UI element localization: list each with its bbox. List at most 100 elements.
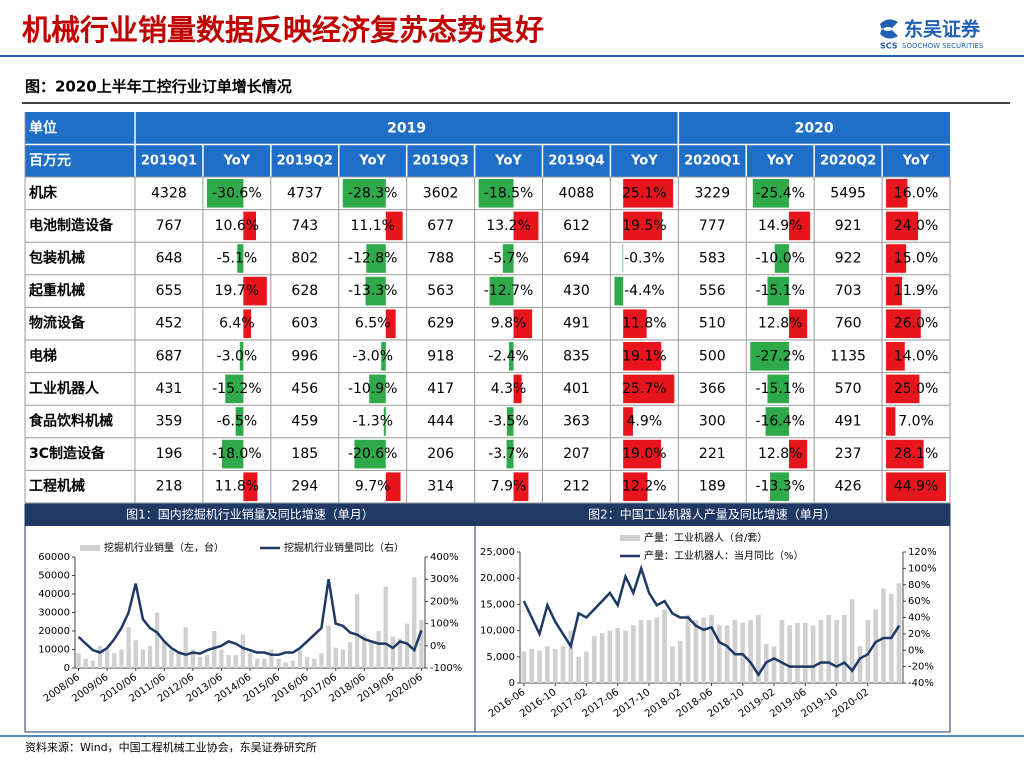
yoy-cell: -13.3% [348, 283, 398, 299]
bar [810, 625, 816, 683]
data-bar [383, 407, 386, 436]
bar [383, 586, 388, 668]
data-bar [369, 374, 386, 404]
yoy-cell: -15.1% [755, 381, 805, 397]
y2-tick-label: 100% [430, 619, 459, 630]
bar [397, 638, 403, 668]
bar [584, 651, 589, 683]
value-cell: 628 [291, 283, 318, 299]
data-bar [385, 309, 396, 338]
data-bar [513, 309, 533, 338]
value-cell: 431 [156, 381, 183, 397]
bar [390, 636, 395, 668]
value-cell: 491 [835, 414, 862, 430]
legend-swatch [620, 535, 640, 541]
value-cell: 835 [563, 348, 590, 364]
header-cell: 单位 [29, 119, 57, 136]
y2-tick-label: 400% [430, 552, 459, 563]
bar [262, 658, 267, 668]
y-tick-label: 20000 [38, 626, 70, 637]
value-cell: 417 [427, 381, 454, 397]
bar [233, 655, 238, 668]
value-cell: 221 [699, 446, 726, 462]
yoy-cell: -6.5% [217, 414, 258, 430]
data-bar [506, 439, 514, 469]
slide-title: 机械行业销量数据反映经济复苏态势良好 [22, 13, 544, 47]
value-cell: 918 [427, 348, 454, 364]
column-header: 2019Q1 [141, 153, 197, 168]
bar [693, 620, 699, 683]
bar [865, 620, 871, 683]
yoy-cell: -0.3% [624, 251, 665, 267]
data-bar [765, 407, 789, 436]
data-bar [623, 179, 674, 208]
yoy-cell: -10.0% [755, 251, 805, 267]
value-cell: 4088 [559, 185, 595, 201]
bar [190, 649, 195, 668]
bar [818, 620, 824, 683]
charts: 图1：国内挖掘机行业销量及同比增速（单月） 0 10000 20000 30000 400… [24, 503, 951, 733]
row-label: 电池制造设备 [29, 217, 114, 234]
value-cell: 4737 [287, 185, 323, 201]
bar [771, 646, 777, 683]
value-cell: 5495 [830, 185, 866, 201]
bar [90, 660, 95, 668]
bar [560, 646, 566, 683]
row-label: 物流设备 [29, 315, 86, 332]
value-cell: 583 [699, 251, 726, 267]
bar [147, 645, 153, 668]
yoy-cell: -16.4% [755, 414, 805, 430]
y-tick-label: 20,000 [480, 573, 515, 584]
yoy-cell: 28.1% [894, 446, 938, 462]
yoy-cell: 12.8% [758, 316, 802, 332]
line-series [77, 579, 423, 657]
bar [319, 653, 324, 668]
data-bar [385, 211, 403, 241]
y-tick-label: 10000 [38, 645, 70, 656]
value-cell: 212 [563, 479, 590, 495]
value-cell: 426 [835, 479, 862, 495]
data-bar [354, 439, 386, 469]
bar [701, 617, 707, 683]
logo-mark: SCS [880, 42, 898, 51]
yoy-cell: 25.7% [622, 381, 666, 397]
value-cell: 206 [427, 446, 454, 462]
bar [419, 619, 424, 668]
legend-swatch [80, 545, 100, 551]
bar [834, 620, 839, 683]
yoy-cell: -18.0% [212, 446, 262, 462]
value-cell: 510 [699, 316, 726, 332]
value-cell: 655 [156, 283, 183, 299]
yoy-cell: -25.4% [755, 185, 805, 201]
logo-english: SOOCHOW SECURITIES [902, 42, 984, 50]
y-tick-label: 10,000 [480, 626, 515, 637]
bar [169, 649, 174, 668]
column-header: 2019Q3 [412, 153, 468, 168]
yoy-cell: -28.3% [348, 185, 398, 201]
data-bar [225, 374, 244, 404]
yoy-cell: 14.0% [894, 348, 938, 364]
bar [756, 614, 761, 683]
yoy-cell: -27.2% [755, 348, 805, 364]
bar [376, 631, 381, 668]
value-cell: 401 [563, 381, 590, 397]
bar [857, 646, 863, 683]
column-header: 2019Q2 [277, 153, 333, 168]
figure-title: 图：2020上半年工控行业订单增长情况 [25, 78, 292, 96]
yoy-cell: -4.4% [624, 283, 665, 299]
data-bar [478, 179, 514, 208]
data-bar [235, 407, 244, 436]
bar [405, 623, 410, 668]
column-header: YoY [358, 153, 386, 168]
bar [219, 649, 224, 668]
yoy-cell: 19.0% [622, 446, 666, 462]
column-header: 2020Q2 [820, 153, 876, 168]
yoy-cell: 19.7% [215, 283, 259, 299]
column-header: 2020Q1 [684, 153, 740, 168]
data-bar [385, 472, 401, 501]
row-label: 起重机械 [28, 282, 85, 299]
bar [183, 627, 188, 668]
value-cell: 3229 [694, 185, 730, 201]
yoy-cell: 4.9% [627, 414, 663, 430]
bar [881, 588, 886, 683]
